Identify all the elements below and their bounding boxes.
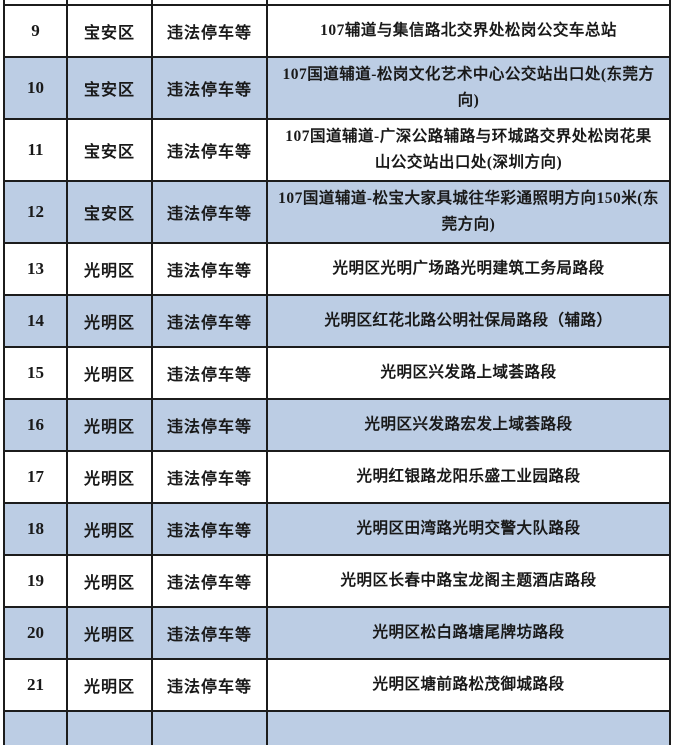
table-row: 16 光明区 违法停车等 光明区兴发路宏发上域荟路段 [5,398,669,450]
cell-no: 13 [5,244,68,294]
cell-location: 光明区兴发路宏发上域荟路段 [364,416,573,433]
table-row: 13 光明区 违法停车等 光明区光明广场路光明建筑工务局路段 [5,242,669,294]
cell-location: 光明区红花北路公明社保局路段（辅路） [324,312,613,329]
cell-violation: 违法停车等 [153,556,268,606]
table-row: 15 光明区 违法停车等 光明区兴发路上域荟路段 [5,346,669,398]
cell-location: 107国道辅道-广深公路辅路与环城路交界处松岗花果山公交站出口处(深圳方向) [285,128,652,171]
cell-district: 宝安区 [68,58,153,118]
cell-district: 光明区 [68,452,153,502]
cell-no: 16 [5,400,68,450]
table-row: 20 光明区 违法停车等 光明区松白路塘尾牌坊路段 [5,606,669,658]
cell-no: 18 [5,504,68,554]
table-row: 11 宝安区 违法停车等 107国道辅道-广深公路辅路与环城路交界处松岗花果山公… [5,118,669,180]
cell-district: 宝安区 [68,6,153,56]
cell-district [68,0,153,4]
cell-violation: 违法停车等 [153,452,268,502]
partial-row-top [5,0,669,4]
cell-violation: 违法停车等 [153,58,268,118]
cell-violation: 违法停车等 [153,348,268,398]
cell-district: 光明区 [68,296,153,346]
cell-location: 光明区塘前路松茂御城路段 [372,676,565,693]
cell-no [5,0,68,4]
cell-location: 光明区长春中路宝龙阁主题酒店路段 [340,572,597,589]
cell-violation [153,712,268,745]
cell-location: 光明区光明广场路光明建筑工务局路段 [332,260,605,277]
table-row: 9 宝安区 违法停车等 107辅道与集信路北交界处松岗公交车总站 [5,4,669,56]
table-row: 10 宝安区 违法停车等 107国道辅道-松岗文化艺术中心公交站出口处(东莞方向… [5,56,669,118]
cell-no: 21 [5,660,68,710]
cell-district: 光明区 [68,556,153,606]
cell-violation: 违法停车等 [153,120,268,180]
table-row: 14 光明区 违法停车等 光明区红花北路公明社保局路段（辅路） [5,294,669,346]
cell-location: 107辅道与集信路北交界处松岗公交车总站 [320,22,617,39]
table-row: 21 光明区 违法停车等 光明区塘前路松茂御城路段 [5,658,669,710]
cell-location: 107国道辅道-松岗文化艺术中心公交站出口处(东莞方向) [282,66,655,109]
cell-district: 宝安区 [68,120,153,180]
table-row: 18 光明区 违法停车等 光明区田湾路光明交警大队路段 [5,502,669,554]
cell-no: 15 [5,348,68,398]
cell-location: 光明区兴发路上域荟路段 [380,364,557,381]
cell-location [268,712,669,745]
cell-district: 光明区 [68,348,153,398]
cell-violation: 违法停车等 [153,182,268,242]
cell-violation: 违法停车等 [153,6,268,56]
cell-violation: 违法停车等 [153,660,268,710]
cell-no: 12 [5,182,68,242]
cell-no: 17 [5,452,68,502]
cell-violation: 违法停车等 [153,608,268,658]
cell-no [5,712,68,745]
table-row: 19 光明区 违法停车等 光明区长春中路宝龙阁主题酒店路段 [5,554,669,606]
cell-no: 11 [5,120,68,180]
cell-no: 14 [5,296,68,346]
cell-district [68,712,153,745]
violations-table: 9 宝安区 违法停车等 107辅道与集信路北交界处松岗公交车总站 10 宝安区 … [3,0,671,745]
cell-district: 宝安区 [68,182,153,242]
cell-violation: 违法停车等 [153,296,268,346]
cell-violation: 违法停车等 [153,504,268,554]
table-row: 17 光明区 违法停车等 光明红银路龙阳乐盛工业园路段 [5,450,669,502]
cell-district: 光明区 [68,400,153,450]
cell-location: 光明区松白路塘尾牌坊路段 [372,624,565,641]
cell-violation: 违法停车等 [153,400,268,450]
cell-district: 光明区 [68,608,153,658]
cell-no: 10 [5,58,68,118]
cell-district: 光明区 [68,660,153,710]
cell-district: 光明区 [68,504,153,554]
cell-violation: 违法停车等 [153,244,268,294]
cell-no: 9 [5,6,68,56]
cell-location: 光明红银路龙阳乐盛工业园路段 [356,468,581,485]
cell-location: 107国道辅道-松宝大家具城往华彩通照明方向150米(东莞方向) [278,190,659,233]
cell-district: 光明区 [68,244,153,294]
cell-location: 光明区田湾路光明交警大队路段 [356,520,581,537]
cell-no: 20 [5,608,68,658]
cell-no: 19 [5,556,68,606]
table-row: 12 宝安区 违法停车等 107国道辅道-松宝大家具城往华彩通照明方向150米(… [5,180,669,242]
cell-violation [153,0,268,4]
partial-row-bottom [5,710,669,745]
